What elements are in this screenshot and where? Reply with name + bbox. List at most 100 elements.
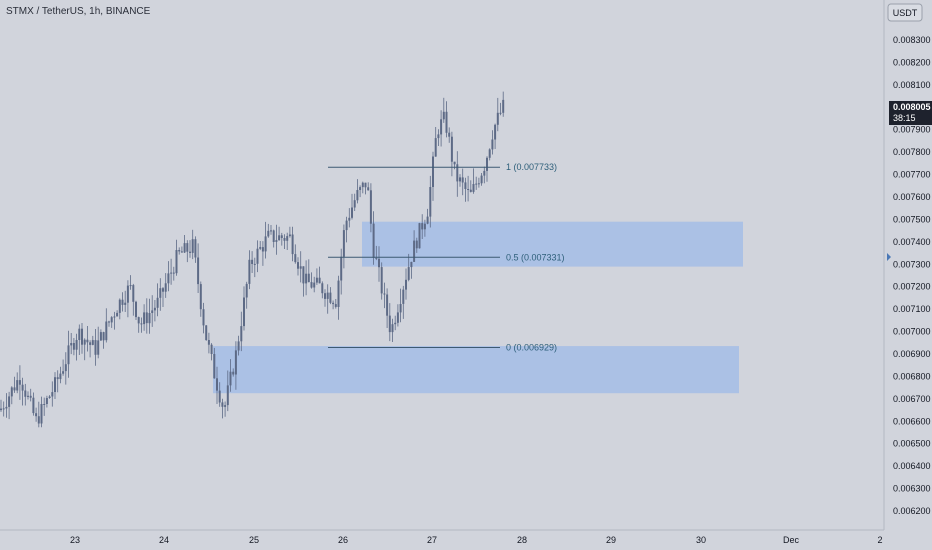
candle-body (183, 243, 186, 253)
price-axis[interactable]: USDT 0.0083000.0082000.0081000.0080000.0… (883, 0, 932, 530)
candle-body (305, 273, 308, 284)
candle-body (172, 272, 175, 274)
candle-body (29, 395, 32, 398)
price-tick: 0.007400 (893, 237, 931, 247)
candle-body (59, 373, 62, 380)
candle-body (75, 340, 78, 350)
candle-body (8, 396, 11, 407)
candle-body (378, 258, 380, 268)
candle-body (194, 239, 197, 258)
symbol-title: STMX / TetherUS, 1h, BINANCE (6, 6, 151, 17)
candle-body (280, 235, 283, 238)
candle-body (267, 230, 270, 237)
candle-body (421, 223, 424, 230)
candle-body (159, 288, 162, 298)
candle-body (332, 302, 335, 305)
candle-body (494, 124, 497, 140)
candle-body (132, 285, 135, 302)
time-tick-labels: 23 24 25 26 27 28 29 30 Dec 2 (70, 535, 883, 545)
time-tick: 24 (159, 535, 169, 545)
candle-body (256, 248, 259, 264)
price-tick: 0.008300 (893, 35, 931, 45)
candle-body (348, 217, 351, 221)
candle-body (294, 254, 297, 263)
candle-body (51, 392, 54, 397)
candle-body (329, 292, 332, 303)
current-price: 0.008005 (893, 102, 931, 112)
candle-body (232, 371, 235, 375)
candle-body (469, 189, 472, 192)
candle-body (135, 301, 137, 318)
candle-body (442, 111, 445, 120)
time-tick: 25 (249, 535, 259, 545)
time-tick: 30 (696, 535, 706, 545)
lower-demand-zone (213, 346, 739, 394)
price-tick: 0.008200 (893, 57, 931, 67)
candle-body (356, 190, 359, 201)
fibonacci-retracement[interactable]: 1 (0.007733) 0.5 (0.007331) 0 (0.006929) (328, 162, 565, 353)
time-tick: 29 (606, 535, 616, 545)
candle-body (297, 262, 299, 269)
candle-body (426, 216, 429, 224)
candle-body (434, 138, 437, 157)
candle-body (467, 189, 470, 190)
candle-body (440, 119, 443, 135)
candle-body (153, 307, 156, 311)
candle-body (278, 235, 281, 241)
candle-body (418, 223, 421, 249)
price-tick: 0.007600 (893, 192, 931, 202)
candle-body (399, 304, 402, 313)
candle-body (110, 317, 113, 323)
current-price-tag (889, 101, 932, 125)
candle-body (445, 111, 448, 133)
candle-body (205, 325, 208, 340)
candle-body (162, 288, 164, 292)
candle-body (148, 313, 151, 324)
currency-button[interactable] (887, 3, 923, 22)
candle-body (18, 380, 21, 385)
candle-body (64, 364, 67, 372)
candle-body (21, 384, 24, 391)
bar-countdown: 38:15 (893, 113, 916, 123)
candle-body (10, 387, 13, 397)
candle-body (234, 350, 237, 375)
candle-body (313, 282, 316, 288)
candle-body (413, 240, 416, 262)
candle-body (56, 377, 59, 380)
candle-body (129, 285, 132, 287)
candle-body (221, 402, 224, 407)
candle-body (45, 398, 48, 404)
candle-body (367, 187, 370, 191)
price-tick: 0.006500 (893, 439, 931, 449)
candlesticks (0, 91, 505, 428)
candle-body (275, 240, 278, 242)
candle-body (380, 267, 383, 294)
candle-body (143, 312, 146, 325)
candle-body (450, 136, 453, 162)
candle-body (207, 340, 210, 345)
candle-body (340, 256, 343, 281)
candle-body (302, 266, 305, 284)
candle-body (5, 406, 8, 409)
candle-body (369, 190, 372, 224)
price-tick: 0.007800 (893, 147, 931, 157)
candle-body (197, 257, 200, 285)
candle-body (383, 293, 386, 295)
time-axis[interactable]: 23 24 25 26 27 28 29 30 Dec 2 (0, 529, 884, 545)
candle-body (99, 332, 102, 341)
candle-body (81, 328, 83, 345)
candle-body (105, 321, 108, 341)
price-tick: 0.006600 (893, 416, 931, 426)
candle-body (283, 238, 286, 241)
candle-body (226, 385, 229, 406)
price-tick: 0.006700 (893, 394, 931, 404)
candle-body (324, 293, 326, 299)
candle-body (32, 397, 35, 414)
candle-body (121, 299, 124, 305)
candle-body (472, 184, 475, 192)
candle-body (240, 326, 243, 342)
candle-body (321, 283, 324, 294)
candle-body (496, 112, 499, 125)
candle-body (216, 378, 218, 391)
